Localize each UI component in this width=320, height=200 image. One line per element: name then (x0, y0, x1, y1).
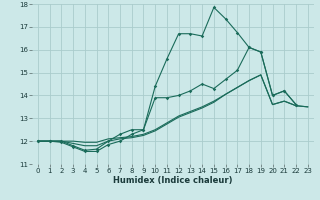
X-axis label: Humidex (Indice chaleur): Humidex (Indice chaleur) (113, 176, 233, 185)
